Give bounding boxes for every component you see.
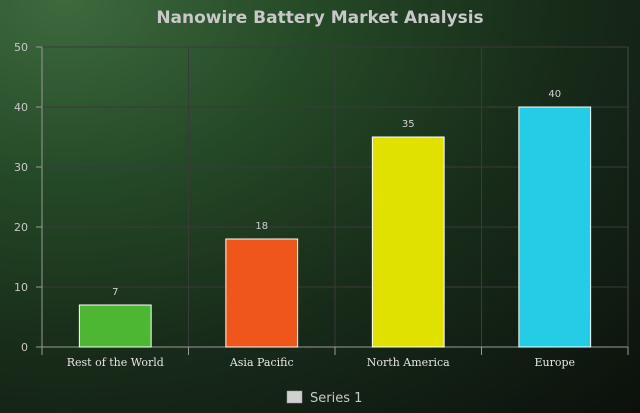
bar bbox=[371, 136, 445, 348]
bar bbox=[225, 238, 299, 348]
x-tick-label: Rest of the World bbox=[67, 356, 164, 369]
data-label: 40 bbox=[548, 89, 561, 100]
bars: 7 18 35 40 bbox=[78, 89, 592, 348]
bar bbox=[78, 304, 152, 348]
legend-label: Series 1 bbox=[310, 391, 362, 406]
y-tick-label: 50 bbox=[14, 41, 28, 54]
y-tick-label: 0 bbox=[21, 341, 28, 354]
data-label: 18 bbox=[255, 221, 268, 232]
x-tick-label: Europe bbox=[534, 356, 575, 369]
legend: Series 1 bbox=[286, 390, 362, 406]
x-tick-label: North America bbox=[367, 356, 450, 369]
x-tick-label: Asia Pacific bbox=[229, 356, 294, 369]
bar bbox=[518, 106, 592, 348]
data-label: 7 bbox=[112, 287, 118, 298]
y-tick-label: 20 bbox=[14, 221, 28, 234]
y-tick-label: 40 bbox=[14, 101, 28, 114]
data-label: 35 bbox=[402, 119, 415, 130]
legend-swatch bbox=[286, 390, 303, 404]
chart-title: Nanowire Battery Market Analysis bbox=[156, 8, 483, 28]
y-tick-label: 30 bbox=[14, 161, 28, 174]
y-tick-label: 10 bbox=[14, 281, 28, 294]
